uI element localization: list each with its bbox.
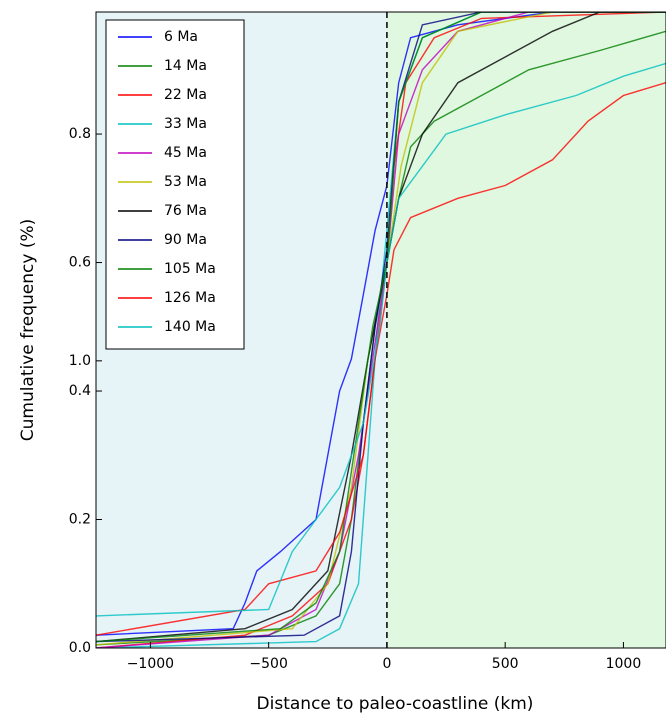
data-line	[96, 12, 666, 643]
y-tick-label: 0.8	[69, 126, 91, 142]
y-tick-label: 0.2	[69, 512, 91, 528]
y-tick-label: 0.4	[69, 383, 91, 399]
y-tick-label: 0.6	[69, 255, 91, 271]
legend-label: 76 Ma	[164, 203, 207, 219]
legend-label: 45 Ma	[164, 145, 207, 161]
plot-frame	[95, 11, 666, 649]
data-line	[96, 12, 666, 643]
x-tick-label: −1000	[127, 656, 174, 672]
sea-background	[386, 12, 666, 648]
data-line	[96, 12, 666, 648]
legend-label: 90 Ma	[164, 232, 207, 248]
legend-label: 140 Ma	[164, 319, 216, 335]
data-line	[96, 82, 666, 636]
legend-label: 105 Ma	[164, 261, 216, 277]
legend-label: 22 Ma	[164, 87, 207, 103]
x-tick-label: 1000	[606, 656, 642, 672]
x-tick-label: −500	[249, 656, 287, 672]
legend-label: 126 Ma	[164, 290, 216, 306]
legend-box	[105, 19, 245, 350]
x-axis-label: Distance to paleo-coastline (km)	[257, 694, 534, 714]
data-line	[96, 12, 666, 636]
x-tick-label: 500	[492, 656, 519, 672]
y-tick-label: 1.0	[69, 353, 91, 369]
legend-label: 33 Ma	[164, 116, 207, 132]
legend-label: 6 Ma	[164, 29, 198, 45]
legend-label: 14 Ma	[164, 58, 207, 74]
y-axis-label: Cumulative frequency (%)	[18, 219, 38, 442]
y-tick-label: 0.0	[69, 640, 91, 656]
x-tick-label: 0	[382, 656, 391, 672]
legend-label: 53 Ma	[164, 174, 207, 190]
